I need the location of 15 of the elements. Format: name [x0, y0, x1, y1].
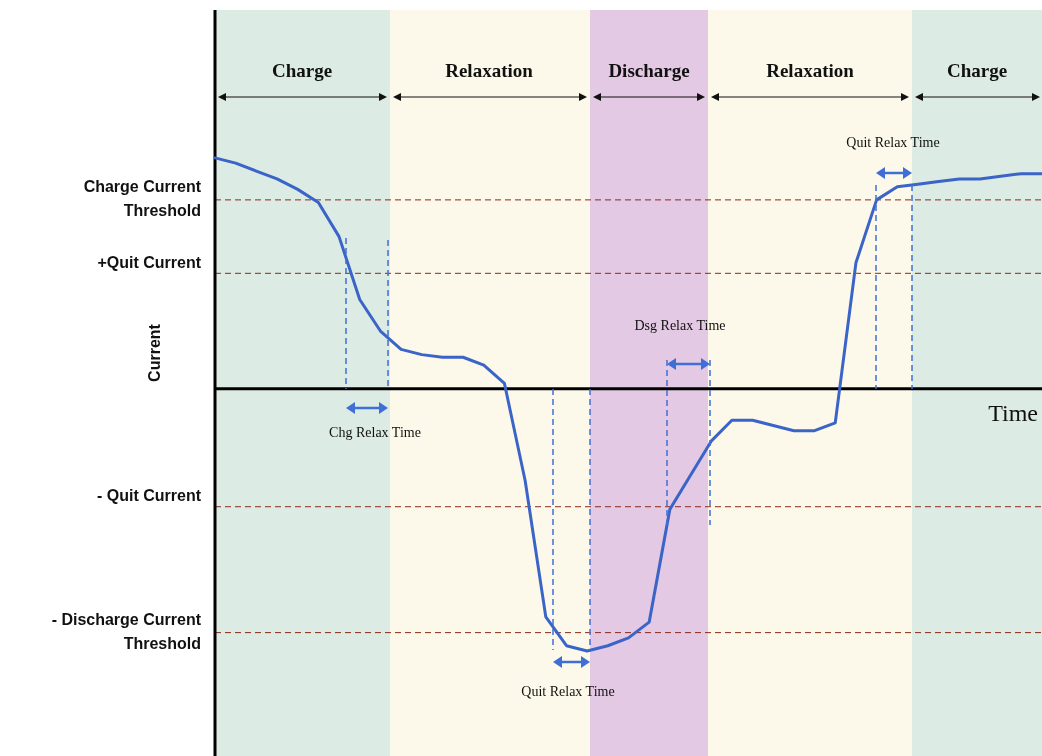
text: Relaxation — [445, 59, 534, 81]
ref-line-label: Charge Current Threshold — [83, 178, 202, 220]
text: Charge — [946, 59, 1008, 81]
text: Discharge — [608, 59, 690, 81]
annotation: Dsg Relax Time — [634, 317, 726, 333]
text: Relaxation — [766, 59, 855, 81]
ref-line-label: +Quit Current — [97, 253, 202, 271]
text: Quit Relax Time — [521, 683, 615, 699]
text: Quit Relax Time — [846, 134, 940, 150]
text: Charge — [271, 59, 333, 81]
ref-line-label: - Discharge Current Threshold — [51, 611, 202, 653]
ref-line-label: - Quit Current — [97, 487, 202, 505]
y-axis-title: Current — [146, 323, 164, 382]
annotation: Chg Relax Time — [329, 424, 421, 440]
x-axis-title: Time — [988, 400, 1038, 427]
